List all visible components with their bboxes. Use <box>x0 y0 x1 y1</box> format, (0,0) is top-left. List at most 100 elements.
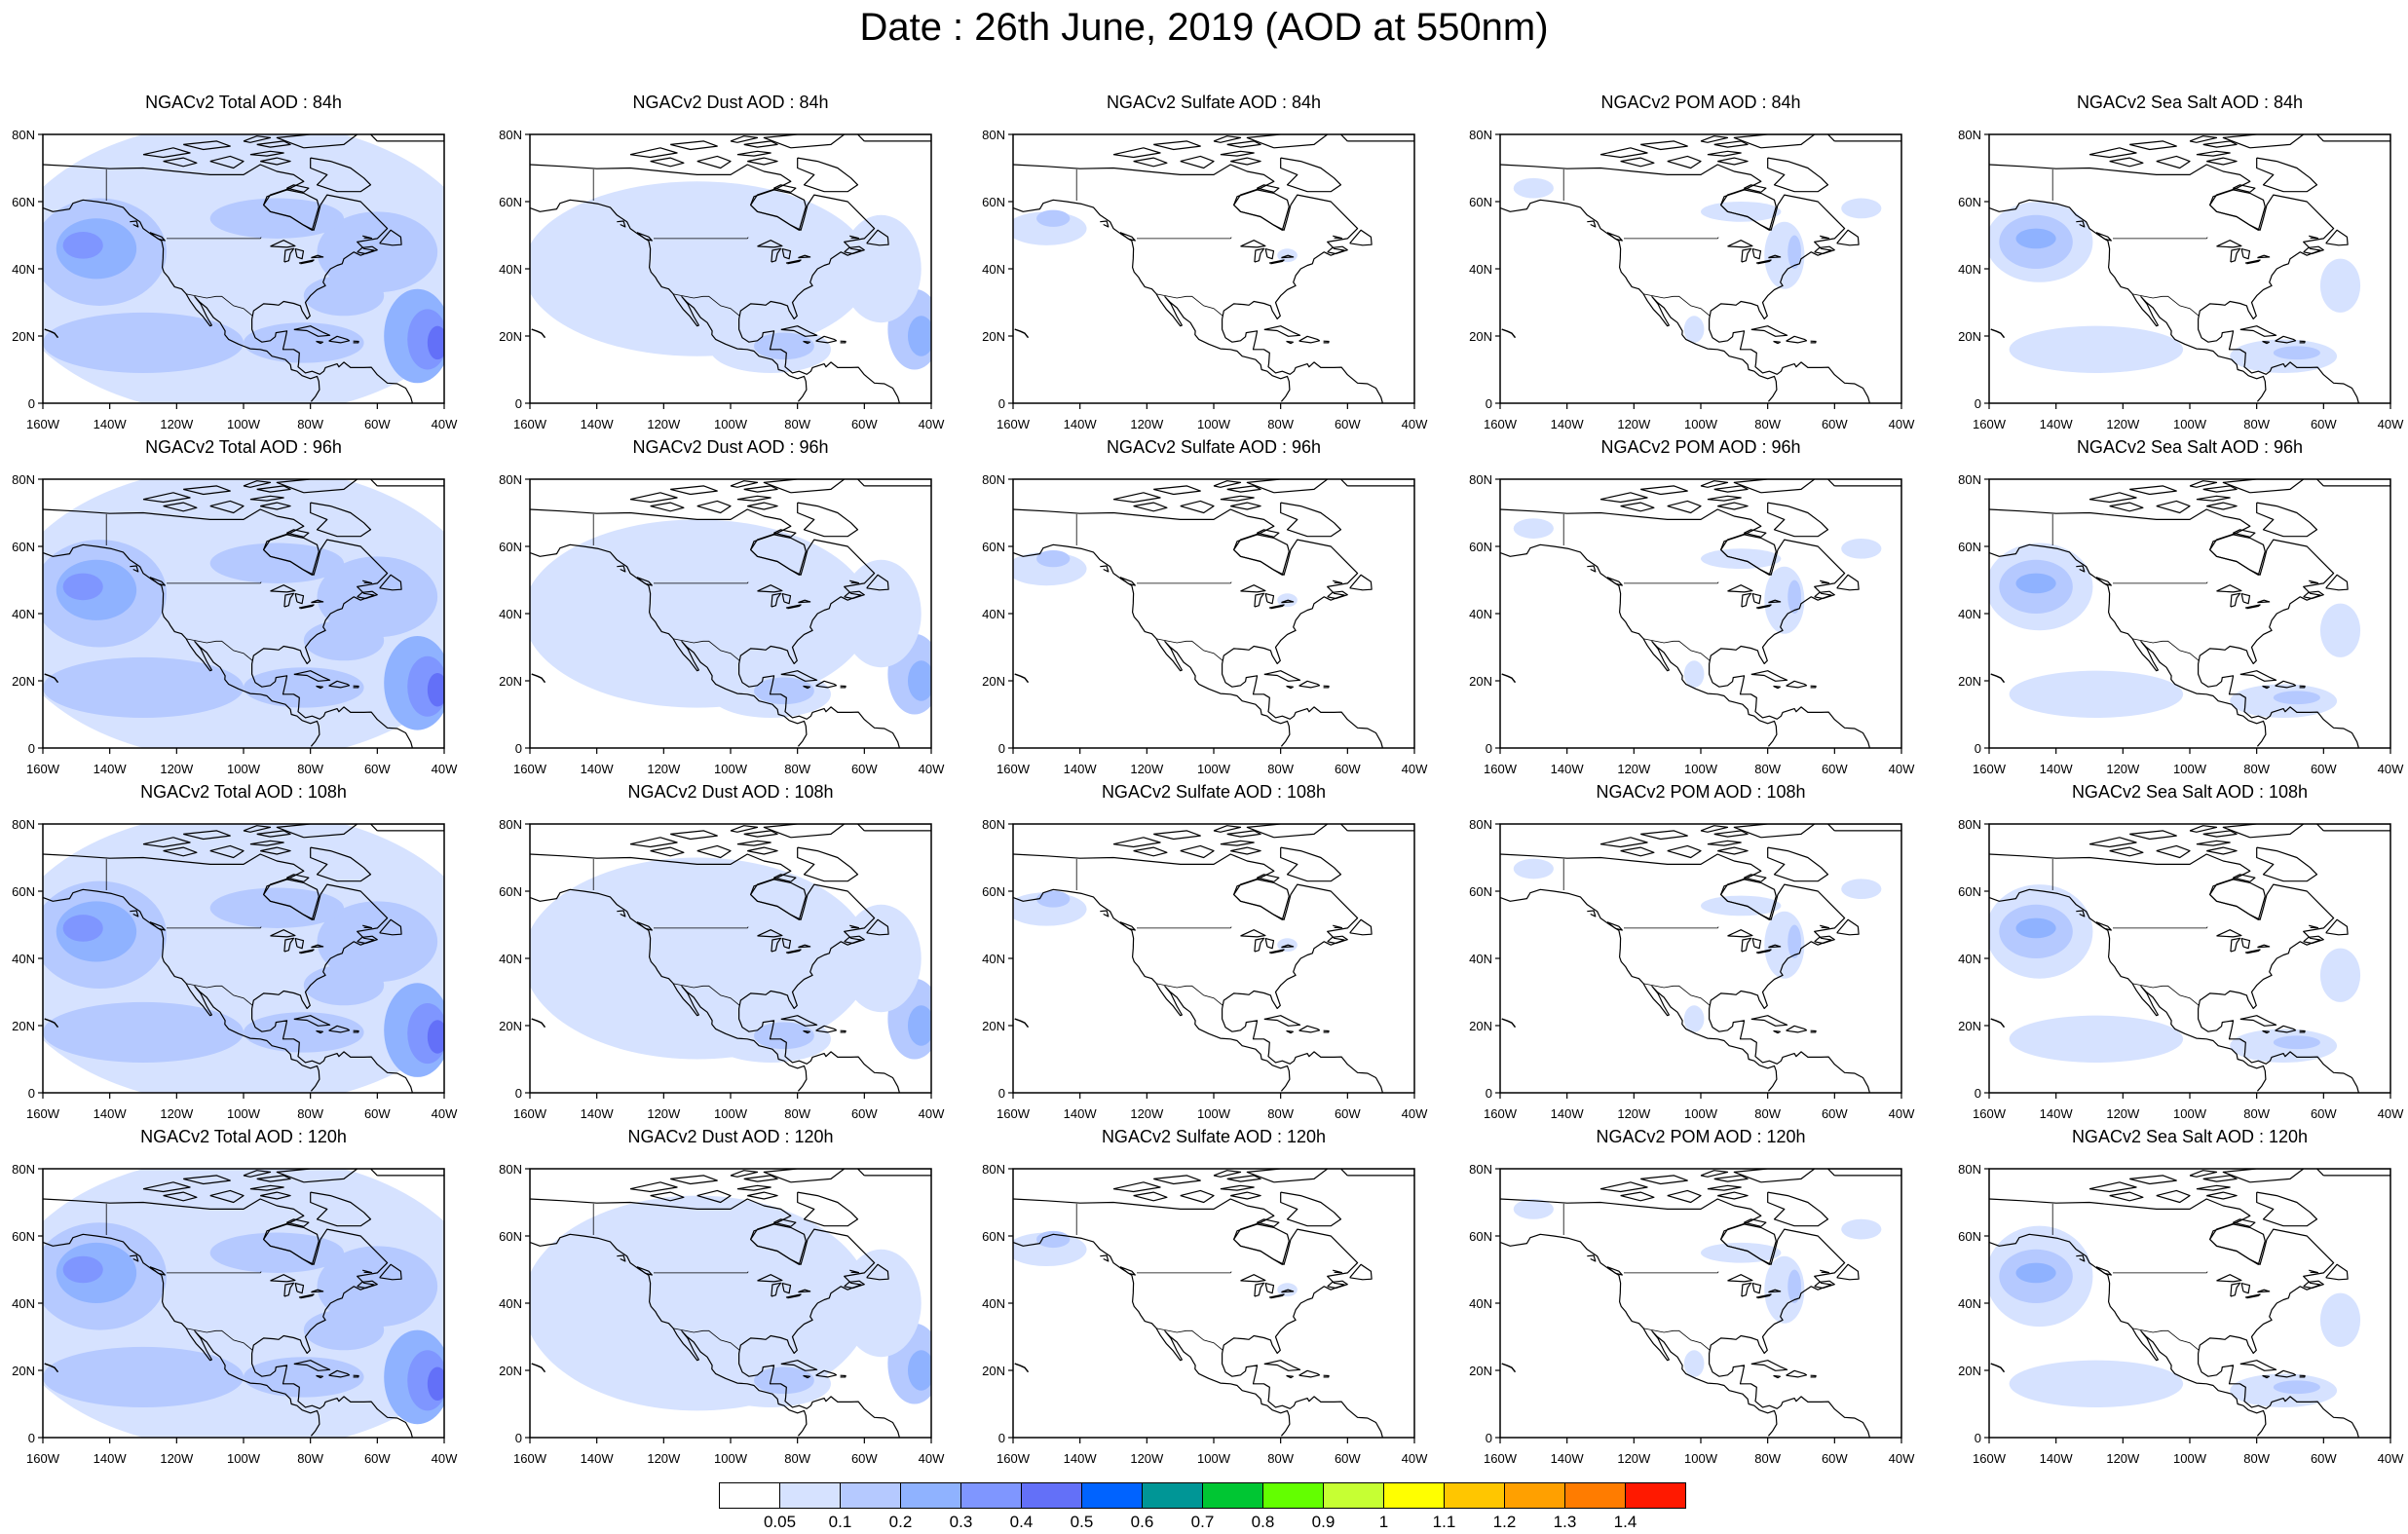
island-outline <box>2233 529 2256 538</box>
country-border <box>1137 926 1232 929</box>
lat-tick-label: 0 <box>1975 396 1981 411</box>
lat-tick-label: 40N <box>1469 1296 1492 1311</box>
island-outline <box>636 1266 653 1276</box>
island-outline <box>1226 140 1261 148</box>
island-outline <box>130 1254 139 1262</box>
lake-outline <box>2230 592 2241 608</box>
panel-title: NGACv2 POM AOD : 108h <box>1596 782 1806 802</box>
island-outline <box>636 921 653 931</box>
map-panel: NGACv2 Sulfate AOD : 120h 80N 60N 40N 20N 0 16… <box>970 1126 1457 1466</box>
lon-tick-label: 100W <box>1197 417 1231 431</box>
island-outline <box>2239 670 2277 682</box>
lon-tick-label: 160W <box>1484 1106 1518 1121</box>
island-outline <box>1773 340 1781 345</box>
lat-tick-label: 80N <box>1958 128 1981 142</box>
island-outline <box>1257 529 1280 538</box>
lon-tick-label: 140W <box>94 417 128 431</box>
lon-tick-label: 80W <box>1267 1106 1294 1121</box>
lon-tick-label: 100W <box>2173 1106 2207 1121</box>
island-outline <box>1707 1184 1742 1191</box>
island-outline <box>780 325 818 337</box>
aod-field <box>841 904 922 1013</box>
lake-outline <box>2216 240 2242 248</box>
island-outline <box>1700 480 1729 488</box>
lat-tick-label: 40N <box>1958 262 1981 277</box>
lake-outline <box>757 584 783 593</box>
island-outline <box>1750 670 1788 682</box>
island-outline <box>2095 1266 2112 1276</box>
island-outline <box>803 340 810 345</box>
aod-field <box>841 559 922 668</box>
island-outline <box>1733 824 1816 839</box>
island-outline <box>1133 846 1168 857</box>
country-border <box>2113 581 2208 584</box>
island-outline <box>773 874 797 882</box>
island-outline <box>1713 830 1749 838</box>
aod-field <box>754 677 814 705</box>
country-border <box>673 1328 740 1351</box>
lon-tick-label: 60W <box>851 1451 878 1466</box>
country-border <box>1624 581 1719 584</box>
island-outline <box>1119 921 1136 931</box>
island-outline <box>1820 580 1830 584</box>
lat-tick-label: 40N <box>499 1296 522 1311</box>
lake-outline <box>2257 254 2271 259</box>
island-outline <box>1826 479 1901 487</box>
lat-tick-label: 20N <box>1469 1019 1492 1033</box>
lake-outline <box>785 949 802 954</box>
island-outline <box>1263 325 1301 337</box>
lon-tick-label: 100W <box>227 1106 261 1121</box>
lake-outline <box>1264 1283 1275 1294</box>
island-outline <box>1327 1280 1348 1290</box>
island-outline <box>2222 479 2305 494</box>
lake-outline <box>2216 929 2242 938</box>
lake-outline <box>294 593 305 605</box>
lake-outline <box>283 1282 295 1297</box>
island-outline <box>2202 1175 2238 1182</box>
island-outline <box>844 245 865 255</box>
aod-field <box>530 181 872 356</box>
island-outline <box>1280 846 1342 882</box>
aod-field <box>1787 580 1801 614</box>
colorbar-label: 0.3 <box>950 1513 973 1529</box>
lon-tick-label: 60W <box>851 1106 878 1121</box>
lake-outline <box>283 592 295 608</box>
island-outline <box>1323 1029 1330 1033</box>
island-outline <box>1707 495 1742 502</box>
map-plot: 80N 60N 40N 20N 0 160W 140W 120W 100W 80W 60W 40W <box>982 128 1428 431</box>
lat-tick-label: 40N <box>499 607 522 621</box>
panel-title: NGACv2 Sea Salt AOD : 108h <box>2071 782 2309 802</box>
lon-tick-label: 80W <box>784 417 810 431</box>
aod-field <box>841 214 922 323</box>
lake-outline <box>1768 599 1782 604</box>
lat-tick-label: 40N <box>1469 952 1492 966</box>
island-outline <box>2315 824 2390 832</box>
island-outline <box>2233 874 2256 882</box>
island-outline <box>531 1018 546 1029</box>
island-outline <box>2088 492 2137 504</box>
island-outline <box>531 328 546 339</box>
island-outline <box>353 340 359 344</box>
lon-tick-label: 40W <box>1889 1451 1915 1466</box>
aod-field <box>243 1357 364 1398</box>
colorbar-svg: 0.05 0.1 0.2 0.3 0.4 0.5 0.6 0.7 0.8 0.9 1 1.1 1.2 1.… <box>719 1482 1686 1531</box>
lat-tick-label: 20N <box>1958 1364 1981 1378</box>
island-outline <box>1286 1029 1294 1034</box>
island-outline <box>780 1015 818 1027</box>
aod-field <box>2273 346 2320 360</box>
island-outline <box>2129 485 2177 496</box>
lon-tick-label: 80W <box>297 1106 323 1121</box>
lake-outline <box>781 248 792 260</box>
lat-tick-label: 20N <box>1958 329 1981 344</box>
lat-tick-label: 40N <box>12 952 35 966</box>
map-panel: NGACv2 POM AOD : 96h 80N 60N 40N 20N 0 160W 140… <box>1457 436 1944 776</box>
country-border <box>1156 638 1223 661</box>
aod-field <box>243 322 364 363</box>
island-outline <box>149 577 166 586</box>
lon-tick-label: 40W <box>1889 1106 1915 1121</box>
island-outline <box>629 492 678 504</box>
map-panel: NGACv2 Sea Salt AOD : 84h 80N 60N 40N 20N 0 16… <box>1946 92 2408 431</box>
lon-tick-label: 80W <box>1754 417 1781 431</box>
country-border <box>1624 1271 1719 1274</box>
island-outline <box>1014 673 1030 684</box>
